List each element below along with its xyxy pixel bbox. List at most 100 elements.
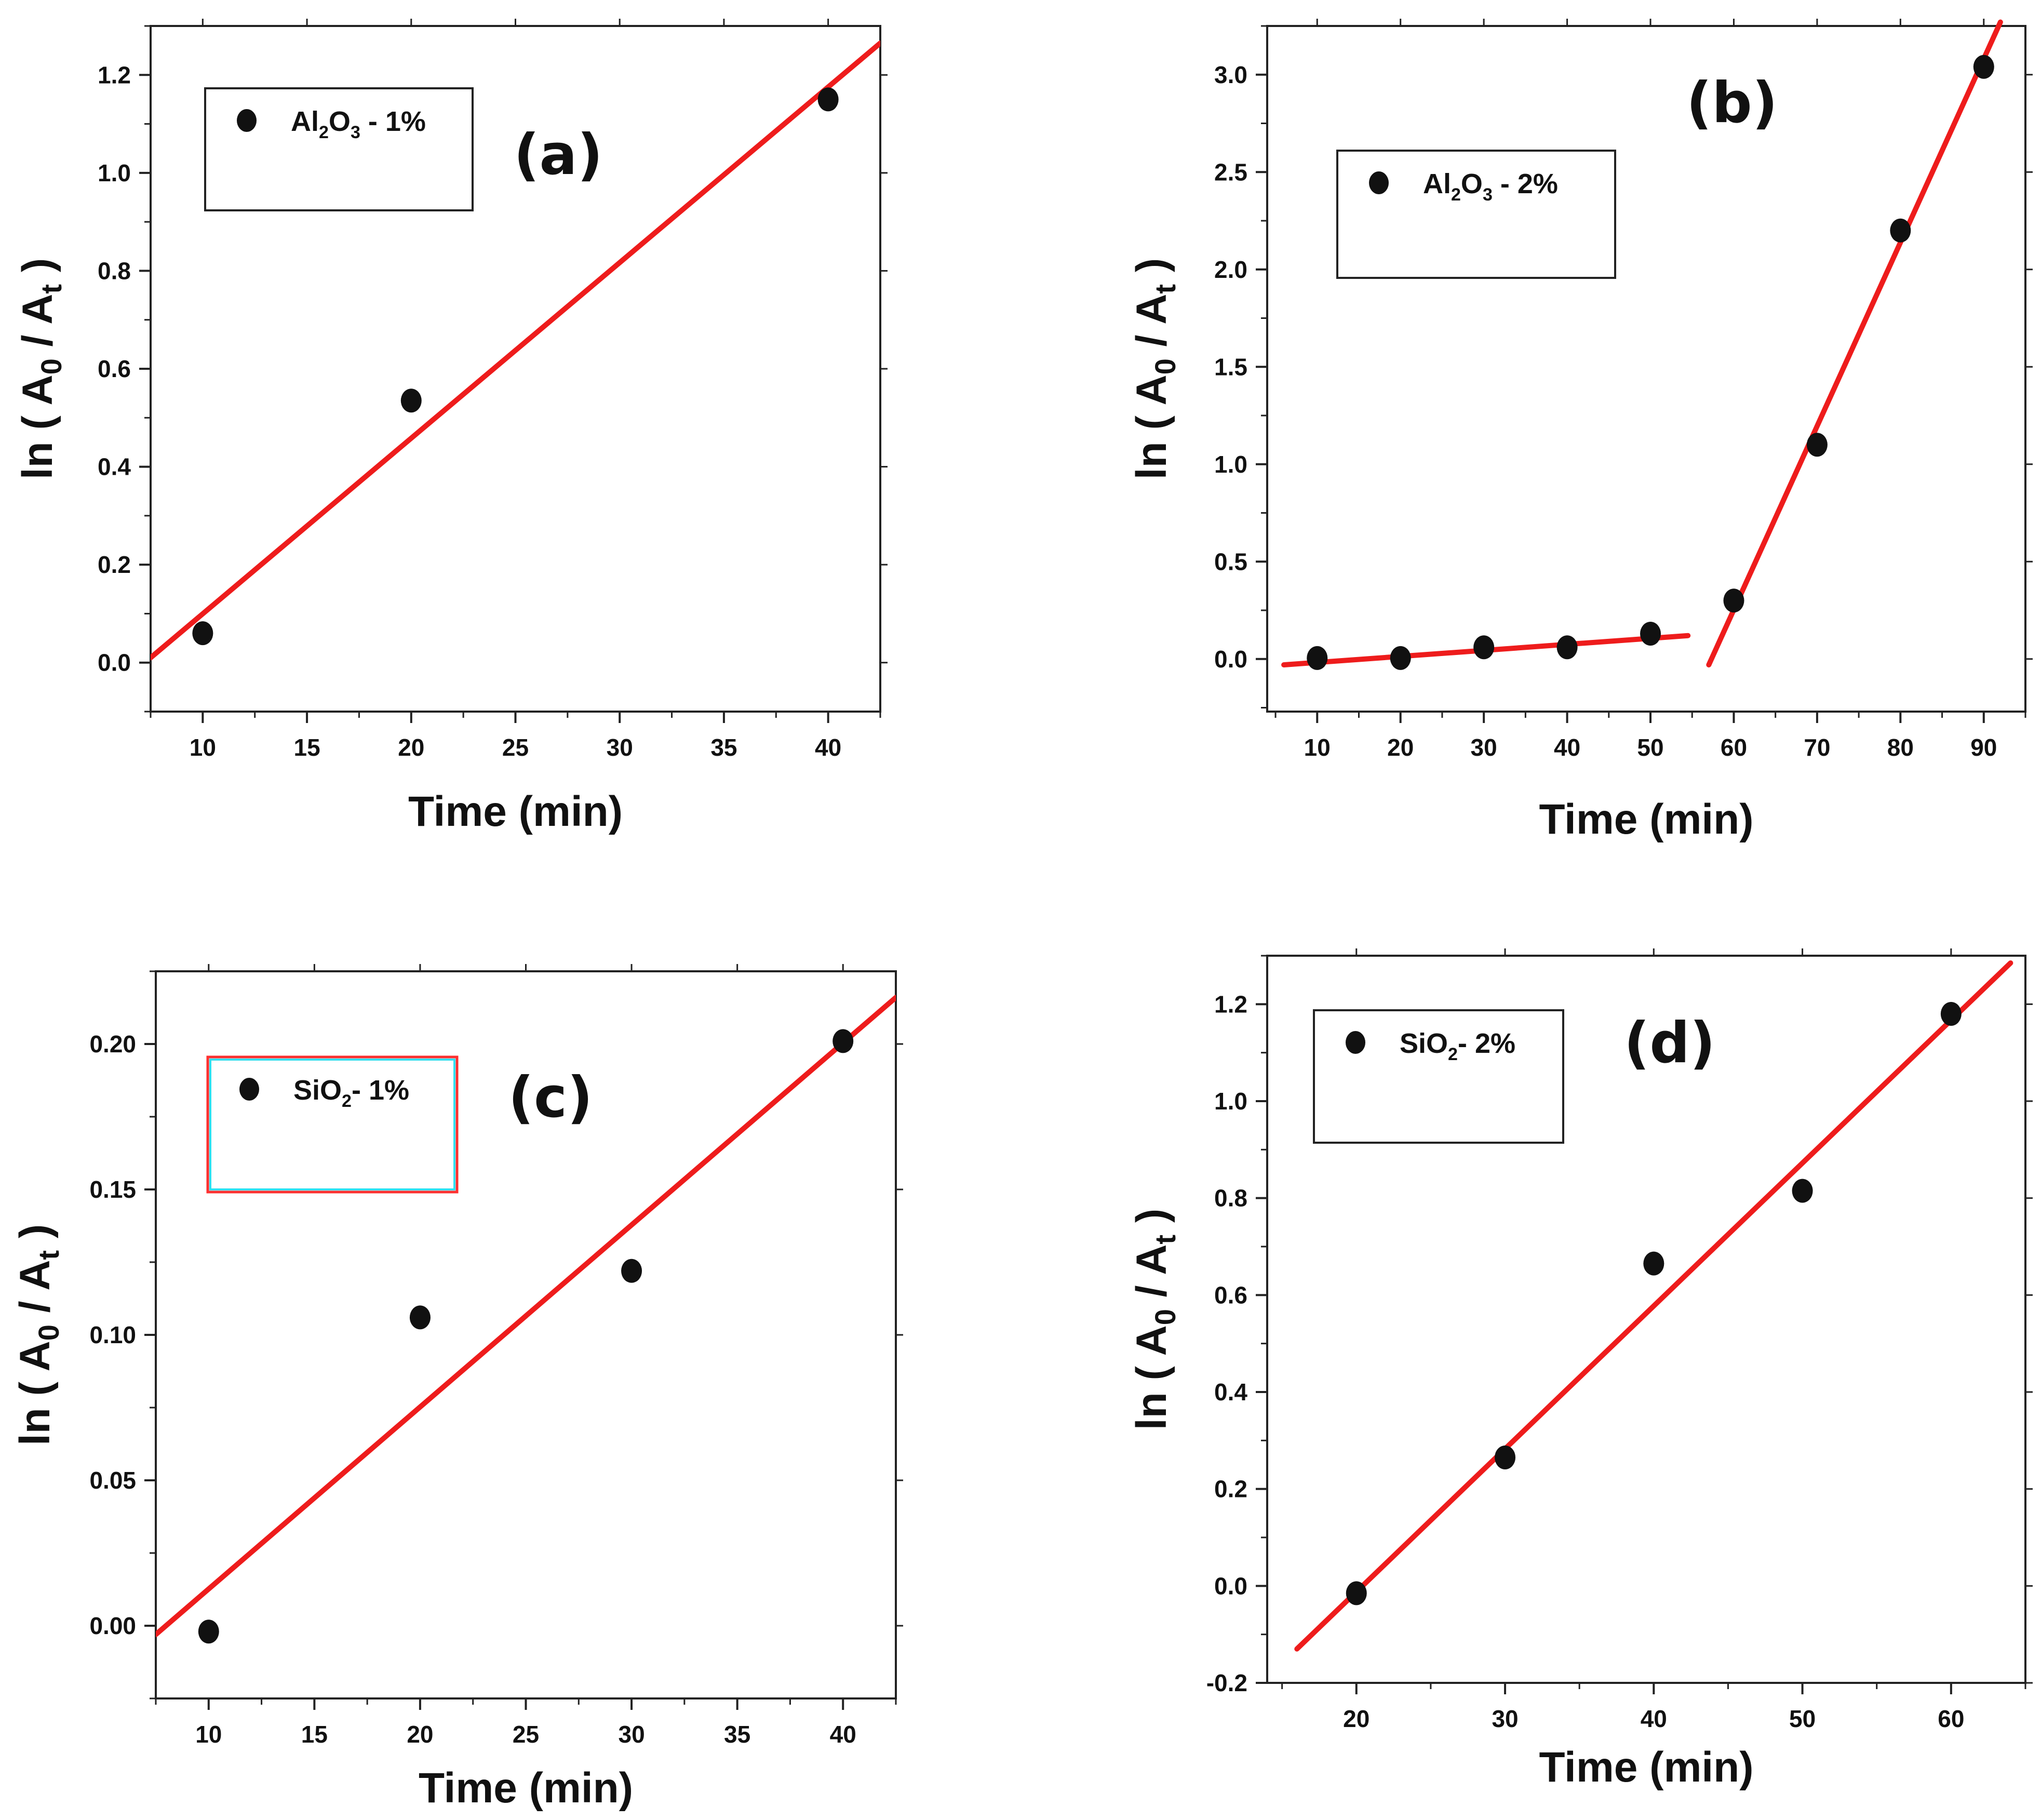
fit-line-2 [1706,19,2003,667]
y-tick-label: 2.5 [1214,158,1247,185]
data-point [1640,622,1661,646]
legend-marker [1369,171,1389,194]
y-tick-label: -0.2 [1206,1669,1247,1696]
data-point [1723,588,1744,613]
x-tick-label: 40 [815,734,841,761]
legend-subscript: 2 [1451,185,1461,205]
data-point [621,1259,642,1283]
y-axis-title: ln ( A0 / At ) [1128,258,1181,479]
legend: Al2O3 - 1% [204,87,474,211]
y-axis-title: ln ( A0 / At ) [1128,1209,1181,1430]
legend-box [204,87,474,211]
data-point [1307,646,1328,670]
x-tick-label: 20 [407,1721,433,1748]
y-tick-label: 0.8 [1214,1185,1247,1212]
y-tick-label: 1.0 [1214,451,1247,478]
y-title-part: / A [11,1260,59,1325]
chart-panel-d: 20 30 40 50 60-0.20.00.20.40.60.81.01.2Time … [1128,948,2033,1791]
legend-subscript: 3 [351,123,360,142]
legend-label: SiO2- 1% [293,1075,409,1111]
fit-line-1 [151,41,880,661]
fit-line-1 [156,995,896,1637]
y-title-part: ln ( A [1128,1325,1175,1430]
legend: Al2O3 - 2% [1336,150,1616,279]
x-axis-title: Time (min) [1539,796,1753,843]
y-title-part: / A [1128,1244,1175,1309]
x-tick-label: 50 [1789,1705,1816,1732]
legend-marker [237,109,257,132]
x-tick-label: 25 [502,734,529,761]
y-title-subscript: t [1149,284,1181,294]
y-title-part: ln ( A [14,374,61,479]
data-point [1643,1251,1664,1276]
y-title-part: / A [1128,294,1175,359]
x-tick-label: 20 [398,734,424,761]
legend: SiO2- 1% [206,1055,459,1194]
legend-text-part: - 2% [1458,1028,1515,1059]
legend-label: Al2O3 - 2% [1423,168,1558,205]
y-title-subscript: t [1149,1235,1181,1244]
x-tick-label: 90 [1970,734,1997,761]
x-tick-label: 30 [618,1721,644,1748]
data-point [1890,218,1911,243]
y-tick-label: 0.4 [98,453,131,480]
x-tick-label: 30 [1492,1705,1518,1732]
x-tick-label: 40 [830,1721,856,1748]
panel-label: (c) [508,1065,593,1130]
panel-label: (b) [1686,71,1778,136]
chart-panel-a: 10 15 20 25 30 35 400.00.20.40.60.81.01.2Time … [14,19,888,835]
y-tick-label: 0.0 [98,649,131,676]
y-tick-label: 1.0 [98,159,131,186]
data-point [198,1620,219,1644]
y-title-subscript: t [35,284,68,294]
legend-box [1336,150,1616,279]
data-point [1806,433,1828,457]
data-point [1495,1446,1516,1469]
x-tick-label: 35 [710,734,737,761]
legend-text-part: - 2% [1493,168,1558,199]
y-tick-label: 0.05 [89,1467,136,1494]
legend: SiO2- 2% [1313,1009,1564,1144]
y-title-part: / A [14,294,61,359]
y-axis-title: ln ( A0 / At ) [11,1224,65,1446]
x-tick-label: 15 [293,734,320,761]
y-tick-label: 1.2 [1214,991,1247,1018]
y-tick-label: 0.0 [1214,646,1247,673]
x-tick-label: 60 [1938,1705,1964,1732]
x-tick-label: 35 [724,1721,750,1748]
data-point [1556,635,1578,660]
data-point [400,389,422,413]
x-axis-title: Time (min) [408,788,623,835]
x-tick-label: 20 [1343,1705,1369,1732]
chart-panel-b: 10 20 30 40 50 60 70 80 900.00.51.01.52.02.53.0T… [1128,19,2033,843]
legend-label: Al2O3 - 1% [291,106,426,142]
x-tick-label: 70 [1804,734,1830,761]
legend-text-part: - 1% [352,1075,409,1106]
x-tick-label: 20 [1387,734,1414,761]
y-tick-label: 1.0 [1214,1088,1247,1115]
y-tick-label: 0.20 [89,1031,136,1058]
y-tick-label: 3.0 [1214,61,1247,88]
y-title-part: ) [14,258,61,284]
x-axis-title: Time (min) [419,1764,633,1812]
data-point [409,1305,431,1330]
y-tick-label: 1.2 [98,61,131,88]
y-title-part: ) [1128,258,1175,284]
x-tick-label: 30 [1471,734,1497,761]
legend-box-inner [209,1059,455,1190]
legend-marker [239,1078,259,1101]
x-tick-label: 10 [190,734,216,761]
y-tick-label: 0.00 [89,1612,136,1639]
y-tick-label: 0.15 [89,1176,136,1203]
x-tick-label: 40 [1641,1705,1667,1732]
data-point [1792,1179,1813,1203]
y-tick-label: 2.0 [1214,256,1247,283]
legend-text-part: Al [291,106,319,137]
y-tick-label: 0.2 [98,551,131,578]
panel-label: (a) [514,123,603,188]
x-tick-label: 15 [301,1721,328,1748]
y-title-part: ln ( A [11,1341,59,1446]
y-tick-label: 1.5 [1214,353,1247,380]
